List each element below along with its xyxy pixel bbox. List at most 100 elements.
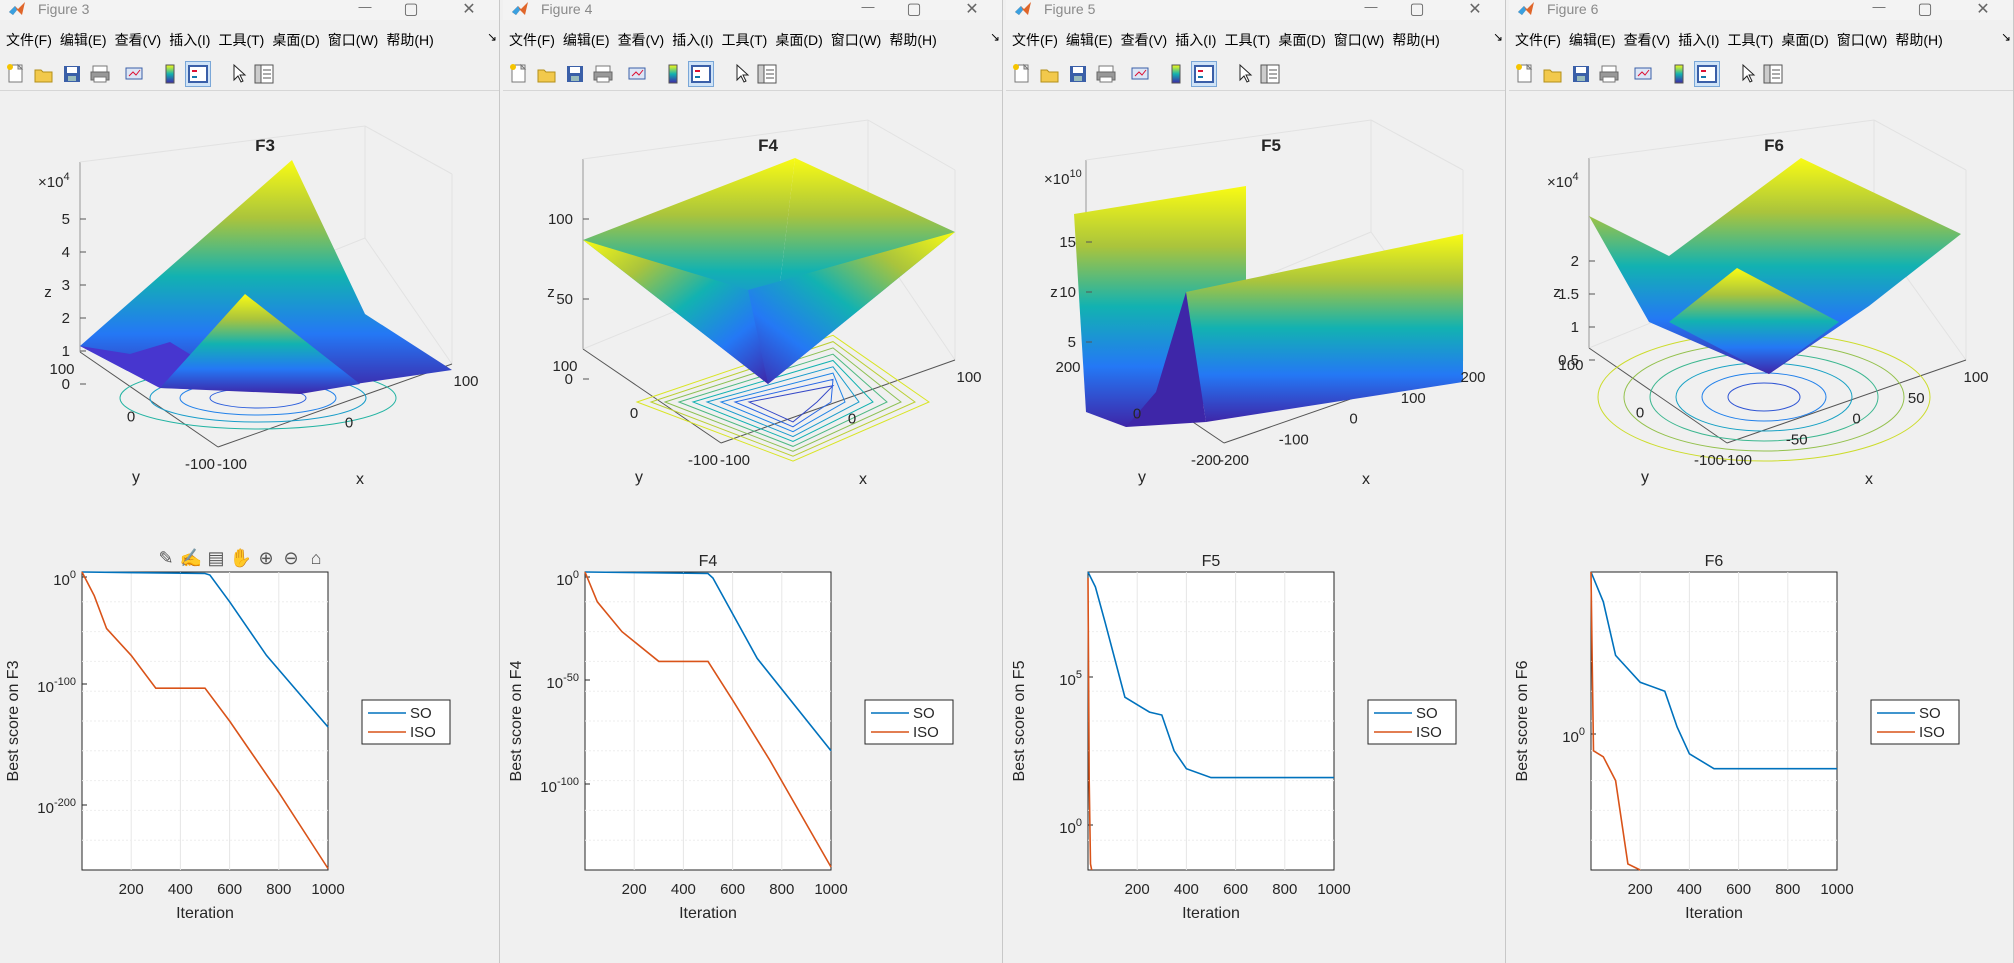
title-bar[interactable]: Figure 3 — ▢ ✕ bbox=[0, 0, 499, 20]
figure-canvas[interactable]: F4 0 50 100 z -100 0 100 x -100 0 100 y F4 200 400 600 80… bbox=[503, 92, 1002, 963]
menu-item[interactable]: 窗口(W) bbox=[327, 32, 379, 48]
menu-item[interactable]: 编辑(E) bbox=[562, 32, 610, 48]
zoom-out-icon[interactable]: ⊖ bbox=[283, 548, 298, 568]
menu-item[interactable]: 插入(I) bbox=[1678, 32, 1720, 48]
close-icon[interactable]: ✕ bbox=[965, 1, 979, 18]
close-icon[interactable]: ✕ bbox=[1976, 1, 1990, 18]
convergence-plot[interactable]: 200 400 600 800 1000 Iteration Best score on F… bbox=[5, 569, 451, 922]
menu-item[interactable]: 帮助(H) bbox=[1895, 32, 1943, 48]
menu-item[interactable]: 桌面(D) bbox=[775, 32, 823, 48]
pan-icon[interactable]: ✋ bbox=[230, 547, 252, 568]
menu-item[interactable]: 查看(V) bbox=[1623, 32, 1671, 48]
close-icon[interactable]: ✕ bbox=[462, 1, 476, 18]
menu-item[interactable]: 窗口(W) bbox=[1836, 32, 1888, 48]
menu-item[interactable]: 编辑(E) bbox=[59, 32, 107, 48]
menu-item[interactable]: 查看(V) bbox=[1120, 32, 1168, 48]
edit-pointer-icon[interactable] bbox=[1232, 62, 1256, 86]
maximize-icon[interactable]: ▢ bbox=[1409, 1, 1425, 18]
menu-item[interactable]: 桌面(D) bbox=[1278, 32, 1326, 48]
menu-item[interactable]: 工具(T) bbox=[1224, 32, 1271, 48]
convergence-plot[interactable]: F4 200 400 600 800 1000 Iteration Best score on… bbox=[508, 553, 954, 922]
menu-item[interactable]: 帮助(H) bbox=[889, 32, 937, 48]
new-figure-icon[interactable] bbox=[1513, 62, 1537, 86]
convergence-plot[interactable]: F6 200 400 600 800 1000 Iteration Best score on… bbox=[1514, 553, 1960, 922]
menu-item[interactable]: 插入(I) bbox=[672, 32, 714, 48]
menu-overflow-icon[interactable]: ↘ bbox=[989, 30, 1000, 44]
legend-icon[interactable] bbox=[185, 61, 211, 87]
title-bar[interactable]: Figure 4 — ▢ ✕ bbox=[503, 0, 1002, 20]
menu-item[interactable]: 文件(F) bbox=[1515, 32, 1561, 48]
save-icon[interactable] bbox=[60, 62, 84, 86]
menu-item[interactable]: 编辑(E) bbox=[1065, 32, 1113, 48]
menu-item[interactable]: 编辑(E) bbox=[1568, 32, 1616, 48]
maximize-icon[interactable]: ▢ bbox=[1917, 1, 1933, 18]
edit-pointer-icon[interactable] bbox=[226, 62, 250, 86]
title-bar[interactable]: Figure 6 — ▢ ✕ bbox=[1509, 0, 2013, 20]
maximize-icon[interactable]: ▢ bbox=[906, 1, 922, 18]
minimize-icon[interactable]: — bbox=[1364, 0, 1378, 14]
open-file-icon[interactable] bbox=[1541, 62, 1565, 86]
new-figure-icon[interactable] bbox=[1010, 62, 1034, 86]
brush-icon[interactable]: ✎ bbox=[158, 548, 173, 568]
figure-window-4[interactable]: Figure 4 — ▢ ✕ 文件(F) 编辑(E) 查看(V) 插入(I) 工具(T) 桌面(D… bbox=[503, 0, 1003, 963]
figure-canvas[interactable]: F3 0 1 2 3 4 5 ×104 z -100 0 100 x -100 0 100 y 200 400 600… bbox=[0, 92, 499, 963]
menu-item[interactable]: 插入(I) bbox=[1175, 32, 1217, 48]
zoom-in-icon[interactable]: ⊕ bbox=[258, 548, 273, 568]
convergence-plot[interactable]: F5 200 400 600 800 1000 Iteration Best score on… bbox=[1011, 553, 1457, 922]
legend-icon[interactable] bbox=[1694, 61, 1720, 87]
colorbar-icon[interactable] bbox=[661, 62, 685, 86]
print-icon[interactable] bbox=[1094, 62, 1118, 86]
legend[interactable]: SO ISO bbox=[864, 699, 954, 745]
property-inspector-icon[interactable] bbox=[1761, 62, 1785, 86]
open-file-icon[interactable] bbox=[1038, 62, 1062, 86]
figure-window-6[interactable]: Figure 6 — ▢ ✕ 文件(F) 编辑(E) 查看(V) 插入(I) 工具(T) 桌面(D… bbox=[1509, 0, 2014, 963]
menu-item[interactable]: 文件(F) bbox=[509, 32, 555, 48]
link-plot-icon[interactable] bbox=[625, 62, 649, 86]
colorbar-icon[interactable] bbox=[1164, 62, 1188, 86]
save-icon[interactable] bbox=[563, 62, 587, 86]
figure-window-3[interactable]: Figure 3 — ▢ ✕ 文件(F) 编辑(E) 查看(V) 插入(I) 工具(T) 桌面(D… bbox=[0, 0, 500, 963]
property-inspector-icon[interactable] bbox=[252, 62, 276, 86]
menu-item[interactable]: 文件(F) bbox=[6, 32, 52, 48]
surface-plot[interactable]: F5 5 10 15 ×1010 z -200 -100 0 100 200 x -200 0 200 y bbox=[1044, 119, 1486, 488]
colorbar-icon[interactable] bbox=[158, 62, 182, 86]
property-inspector-icon[interactable] bbox=[755, 62, 779, 86]
save-icon[interactable] bbox=[1569, 62, 1593, 86]
menu-overflow-icon[interactable]: ↘ bbox=[486, 30, 497, 44]
edit-pointer-icon[interactable] bbox=[1735, 62, 1759, 86]
menu-item[interactable]: 窗口(W) bbox=[1333, 32, 1385, 48]
new-figure-icon[interactable] bbox=[507, 62, 531, 86]
menu-item[interactable]: 查看(V) bbox=[617, 32, 665, 48]
save-icon[interactable] bbox=[1066, 62, 1090, 86]
minimize-icon[interactable]: — bbox=[861, 0, 875, 14]
legend[interactable]: SO ISO bbox=[1367, 699, 1457, 745]
title-bar[interactable]: Figure 5 — ▢ ✕ bbox=[1006, 0, 1505, 20]
figure-canvas[interactable]: F6 0.5 1 1.5 2 ×104 z -100 -50 0 50 100 x -100 0 100 y F6… bbox=[1509, 92, 2013, 963]
new-figure-icon[interactable] bbox=[4, 62, 28, 86]
menu-item[interactable]: 桌面(D) bbox=[1781, 32, 1829, 48]
legend-icon[interactable] bbox=[688, 61, 714, 87]
data-tip-icon[interactable]: ✍ bbox=[180, 548, 202, 568]
property-inspector-icon[interactable] bbox=[1258, 62, 1282, 86]
menu-item[interactable]: 插入(I) bbox=[169, 32, 211, 48]
minimize-icon[interactable]: — bbox=[1872, 0, 1886, 14]
legend[interactable]: SO ISO bbox=[1870, 699, 1960, 745]
figure-window-5[interactable]: Figure 5 — ▢ ✕ 文件(F) 编辑(E) 查看(V) 插入(I) 工具(T) 桌面(D… bbox=[1006, 0, 1506, 963]
open-file-icon[interactable] bbox=[32, 62, 56, 86]
link-plot-icon[interactable] bbox=[122, 62, 146, 86]
export-icon[interactable]: ▤ bbox=[207, 548, 224, 568]
menu-item[interactable]: 工具(T) bbox=[721, 32, 768, 48]
axes-toolbar[interactable]: ✎ ✍ ▤ ✋ ⊕ ⊖ ⌂ bbox=[158, 547, 321, 568]
menu-item[interactable]: 帮助(H) bbox=[386, 32, 434, 48]
print-icon[interactable] bbox=[1597, 62, 1621, 86]
menu-item[interactable]: 工具(T) bbox=[218, 32, 265, 48]
close-icon[interactable]: ✕ bbox=[1468, 1, 1482, 18]
maximize-icon[interactable]: ▢ bbox=[403, 1, 419, 18]
print-icon[interactable] bbox=[591, 62, 615, 86]
menu-item[interactable]: 帮助(H) bbox=[1392, 32, 1440, 48]
link-plot-icon[interactable] bbox=[1631, 62, 1655, 86]
edit-pointer-icon[interactable] bbox=[729, 62, 753, 86]
surface-plot[interactable]: F6 0.5 1 1.5 2 ×104 z -100 -50 0 50 100 x -100 0 100 y bbox=[1547, 119, 1989, 488]
